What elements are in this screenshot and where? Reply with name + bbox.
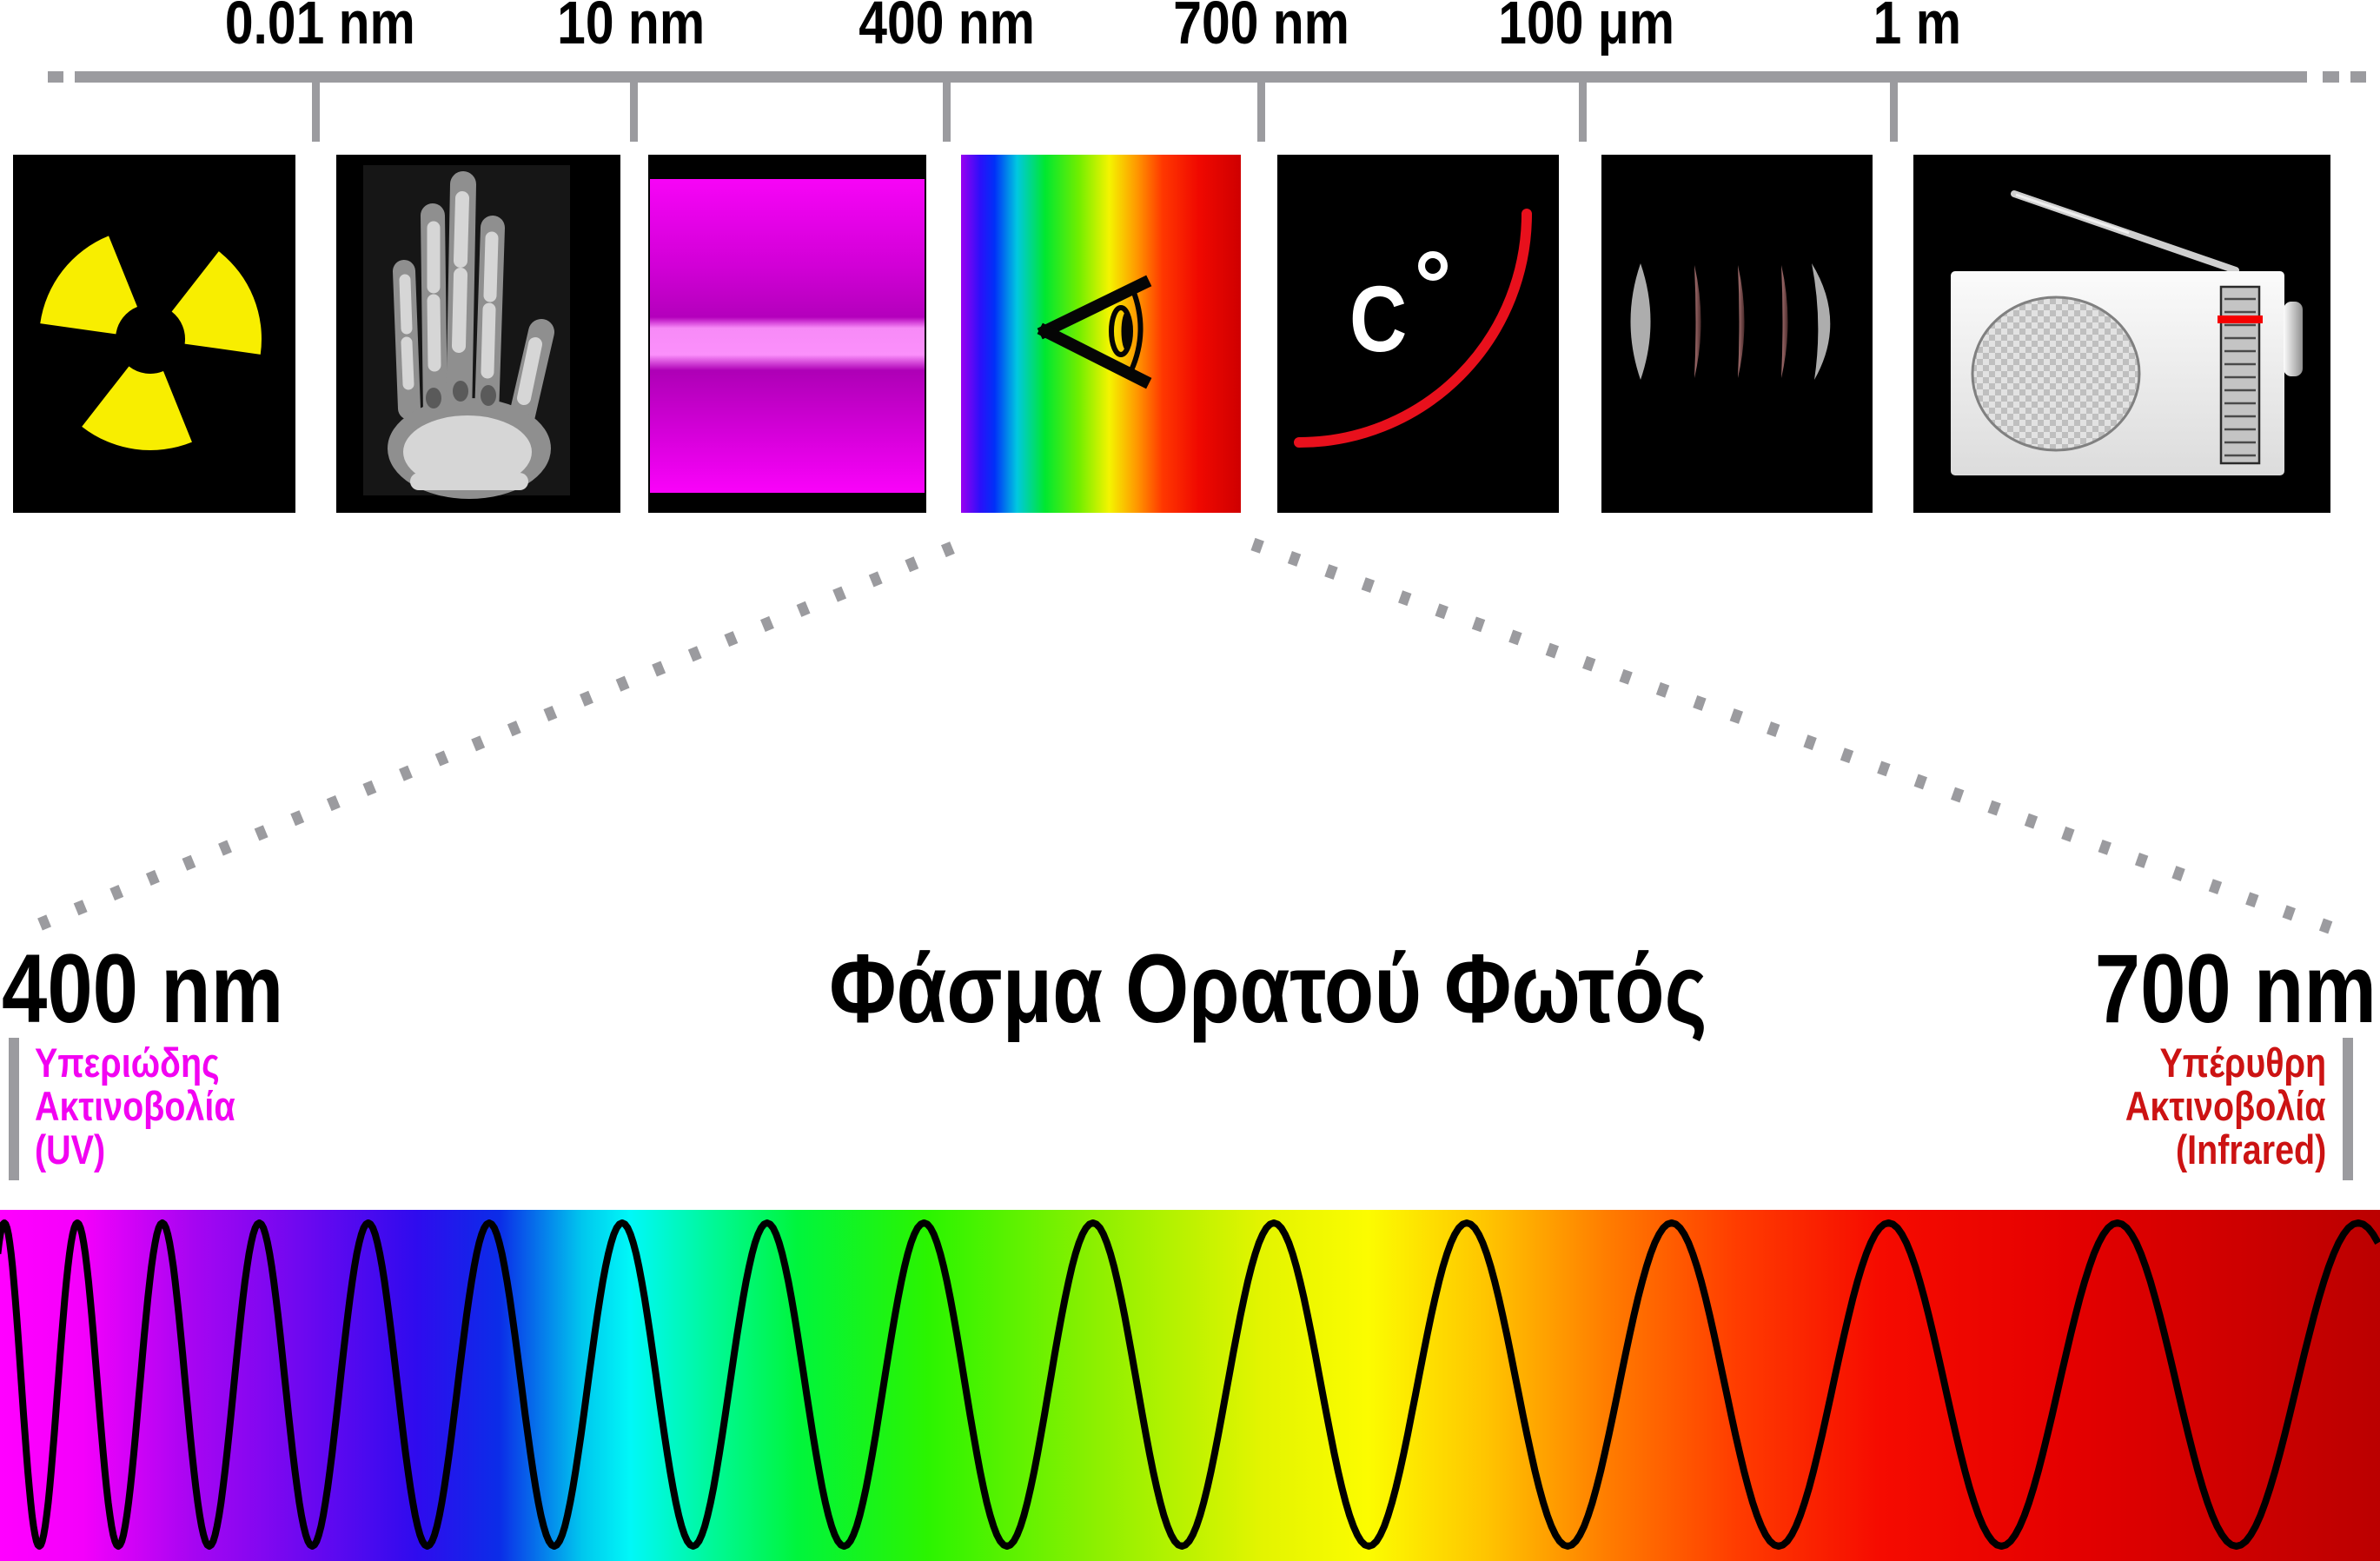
xray-hand-icon	[363, 165, 570, 499]
band-box-ultraviolet	[648, 155, 926, 513]
scale-label-1m: 1 m	[1873, 0, 1961, 56]
page-title: Φάσμα Ορατού Φωτός	[829, 934, 1707, 1043]
celsius-letter: C	[1349, 267, 1407, 372]
lens-wavefronts-icon	[1630, 263, 1831, 380]
ir-divider-bar	[2343, 1038, 2353, 1180]
uv-label: Υπεριώδης Ακτινοβολία (UV)	[35, 1040, 235, 1172]
scale-line-right-dash	[2350, 71, 2366, 83]
band-box-visible-light	[961, 155, 1241, 513]
scale-line-left-dash	[75, 71, 91, 83]
scale-label-10nm: 10 nm	[557, 0, 705, 56]
light-wave-icon	[0, 1219, 2380, 1550]
scale-line-left-dash	[48, 71, 63, 83]
tuning-indicator	[2218, 316, 2263, 323]
eye-icon	[1037, 275, 1152, 389]
visible-spectrum-band	[0, 1210, 2380, 1561]
wavelength-scale	[48, 71, 2366, 142]
band-box-radio-waves	[1913, 155, 2330, 513]
band-box-infrared: C	[1277, 155, 1559, 513]
scale-label-100um: 100 μm	[1498, 0, 1675, 56]
side-knob	[2284, 302, 2303, 376]
radiation-trefoil-icon	[40, 236, 262, 450]
tuning-ticks	[2224, 297, 2256, 457]
band-box-microwaves	[1601, 155, 1873, 513]
detail-left-wavelength: 400 nm	[2, 934, 284, 1043]
scale-line-right-dash	[2323, 71, 2339, 83]
temperature-icon: C	[1294, 209, 1532, 448]
uv-divider-bar	[9, 1038, 19, 1180]
ir-label: Υπέρυθρη Ακτινοβολία (Infrared)	[2125, 1040, 2326, 1172]
scale-label-700nm: 700 nm	[1173, 0, 1350, 56]
scale-label-400nm: 400 nm	[859, 0, 1036, 56]
band-box-gamma-rays	[13, 155, 295, 513]
scale-ticks	[312, 83, 1898, 142]
scale-line	[91, 71, 2307, 83]
band-box-x-rays	[336, 155, 620, 513]
antenna-highlight	[2015, 193, 2130, 235]
speaker-grille-icon	[1971, 296, 2141, 452]
scale-label-0.01nm: 0.01 nm	[224, 0, 415, 56]
degree-ring-icon	[1418, 251, 1448, 281]
uv-tube-icon	[650, 179, 925, 493]
visible-spectrum-fill	[961, 155, 1241, 513]
connector-left	[32, 541, 955, 933]
radio-receiver-icon	[1951, 190, 2303, 475]
heat-curve-icon	[1294, 209, 1532, 448]
zoom-connector-lines	[32, 537, 2359, 944]
detail-right-wavelength: 700 nm	[2094, 934, 2377, 1043]
